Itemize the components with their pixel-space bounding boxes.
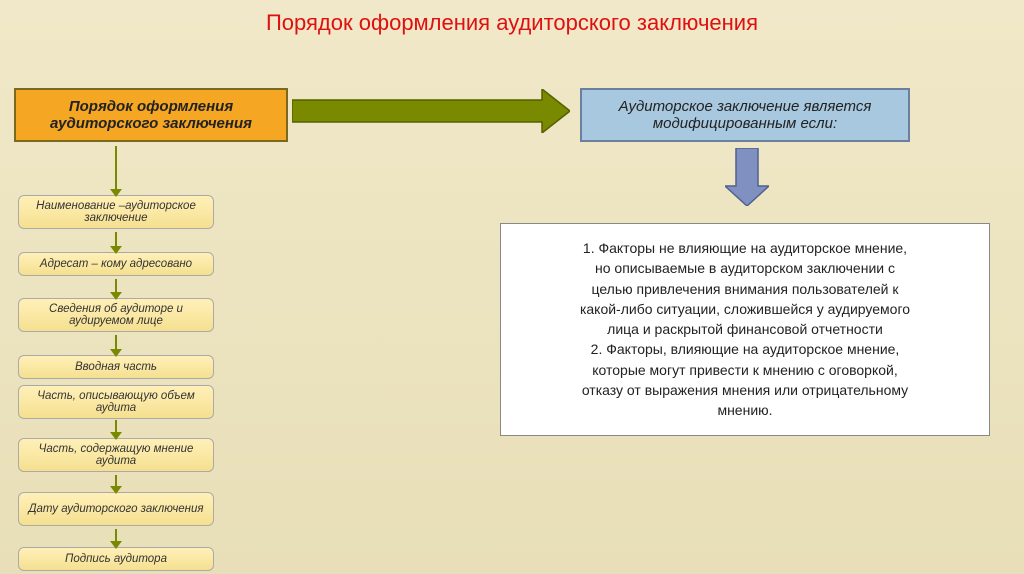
flow-arrow-icon: [115, 420, 117, 433]
flow-arrow-icon: [115, 279, 117, 293]
flow-step-box: Сведения об аудиторе и аудируемом лице: [18, 298, 214, 332]
flow-step-box: Наименование –аудиторское заключение: [18, 195, 214, 229]
flow-step-label: Часть, содержащую мнение аудита: [27, 443, 205, 467]
description-line: но описываемые в аудиторском заключении …: [519, 258, 971, 278]
flow-step-label: Подпись аудитора: [65, 553, 167, 565]
description-line: целью привлечения внимания пользователей…: [519, 279, 971, 299]
orange-main-box: Порядок оформления аудиторского заключен…: [14, 88, 288, 142]
description-line: которые могут привести к мнению с оговор…: [519, 360, 971, 380]
orange-main-box-text: Порядок оформления аудиторского заключен…: [26, 98, 276, 132]
blue-arrow-icon: [725, 148, 769, 206]
flow-step-box: Часть, содержащую мнение аудита: [18, 438, 214, 472]
blue-main-box: Аудиторское заключение является модифици…: [580, 88, 910, 142]
description-line: какой-либо ситуации, сложившейся у аудир…: [519, 299, 971, 319]
flow-step-box: Адресат – кому адресовано: [18, 252, 214, 276]
flow-arrow-icon: [115, 146, 117, 190]
description-line: 1. Факторы не влияющие на аудиторское мн…: [519, 238, 971, 258]
description-text-box: 1. Факторы не влияющие на аудиторское мн…: [500, 223, 990, 436]
flow-step-label: Наименование –аудиторское заключение: [27, 200, 205, 224]
flow-arrow-icon: [115, 335, 117, 350]
flow-arrow-icon: [115, 475, 117, 487]
description-line: 2. Факторы, влияющие на аудиторское мнен…: [519, 339, 971, 359]
flow-step-box: Подпись аудитора: [18, 547, 214, 571]
flow-step-box: Вводная часть: [18, 355, 214, 379]
flow-arrow-icon: [115, 529, 117, 542]
flow-step-box: Дату аудиторского заключения: [18, 492, 214, 526]
page-title: Порядок оформления аудиторского заключен…: [0, 0, 1024, 36]
blue-main-box-text: Аудиторское заключение является модифици…: [592, 98, 898, 132]
flow-step-label: Сведения об аудиторе и аудируемом лице: [27, 303, 205, 327]
flow-step-label: Вводная часть: [75, 361, 157, 373]
flow-arrow-icon: [115, 232, 117, 247]
flow-step-label: Часть, описывающую объем аудита: [27, 390, 205, 414]
description-line: лица и раскрытой финансовой отчетности: [519, 319, 971, 339]
flow-step-box: Часть, описывающую объем аудита: [18, 385, 214, 419]
green-arrow-icon: [292, 89, 570, 133]
description-line: мнению.: [519, 400, 971, 420]
description-line: отказу от выражения мнения или отрицател…: [519, 380, 971, 400]
flow-step-label: Дату аудиторского заключения: [28, 503, 203, 515]
flow-step-label: Адресат – кому адресовано: [40, 258, 192, 270]
